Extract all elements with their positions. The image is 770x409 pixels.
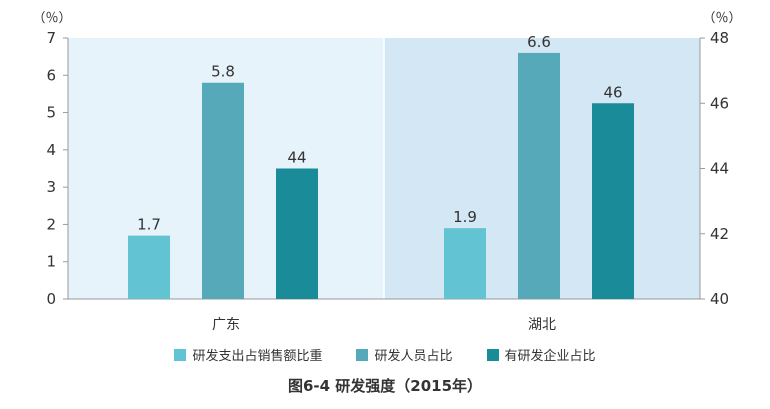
bar [518,52,560,299]
data-label: 6.6 [527,33,551,51]
right-axis-tick-label: 40 [710,290,729,308]
data-label: 46 [603,83,622,101]
left-axis-tick-label: 7 [46,29,56,47]
left-axis-tick-label: 6 [46,66,56,84]
left-axis-unit-label: （％） [32,11,71,26]
data-label: 1.9 [453,208,477,226]
bar [276,168,318,299]
legend-swatch [174,348,187,361]
bar [128,235,170,299]
chart: 0 1 2 3 4 5 6 7 40 42 44 46 48 （％） （％） 广东 湖北 1.7 5.8 44 1.9… [32,11,741,333]
left-axis-tick-label: 2 [46,215,56,233]
right-axis-tick-label: 46 [710,94,729,112]
legend-label: 研发支出占销售额比重 [192,349,323,364]
left-axis-tick-label: 1 [46,253,56,271]
legend-item: 有研发企业占比 [486,345,596,364]
data-label: 5.8 [211,63,235,81]
legend-item: 研发人员占比 [356,345,453,364]
data-label: 1.7 [137,216,161,234]
left-axis-tick-label: 3 [46,178,56,196]
legend-label: 有研发企业占比 [504,349,596,364]
left-axis-tick-label: 0 [46,290,56,308]
legend-label: 研发人员占比 [374,349,453,364]
legend-swatch [356,348,369,361]
right-axis-unit-label: （％） [702,11,741,26]
bar [444,228,486,299]
x-tick-label: 广东 [212,317,240,333]
data-label: 44 [287,149,306,167]
legend: 研发支出占销售额比重 研发人员占比 有研发企业占比 [0,345,770,364]
left-axis-tick-label: 5 [46,104,56,122]
legend-swatch [486,348,499,361]
legend-item: 研发支出占销售额比重 [174,345,322,364]
x-tick-label: 湖北 [528,317,556,333]
right-axis-tick-label: 44 [710,160,729,178]
right-axis-tick-label: 48 [710,29,729,47]
chart-title: 图6-4 研发强度（2015年） [287,377,483,395]
right-axis-tick-label: 42 [710,225,729,243]
left-axis-tick-label: 4 [46,141,56,159]
bar [202,82,244,299]
bar [592,103,634,299]
